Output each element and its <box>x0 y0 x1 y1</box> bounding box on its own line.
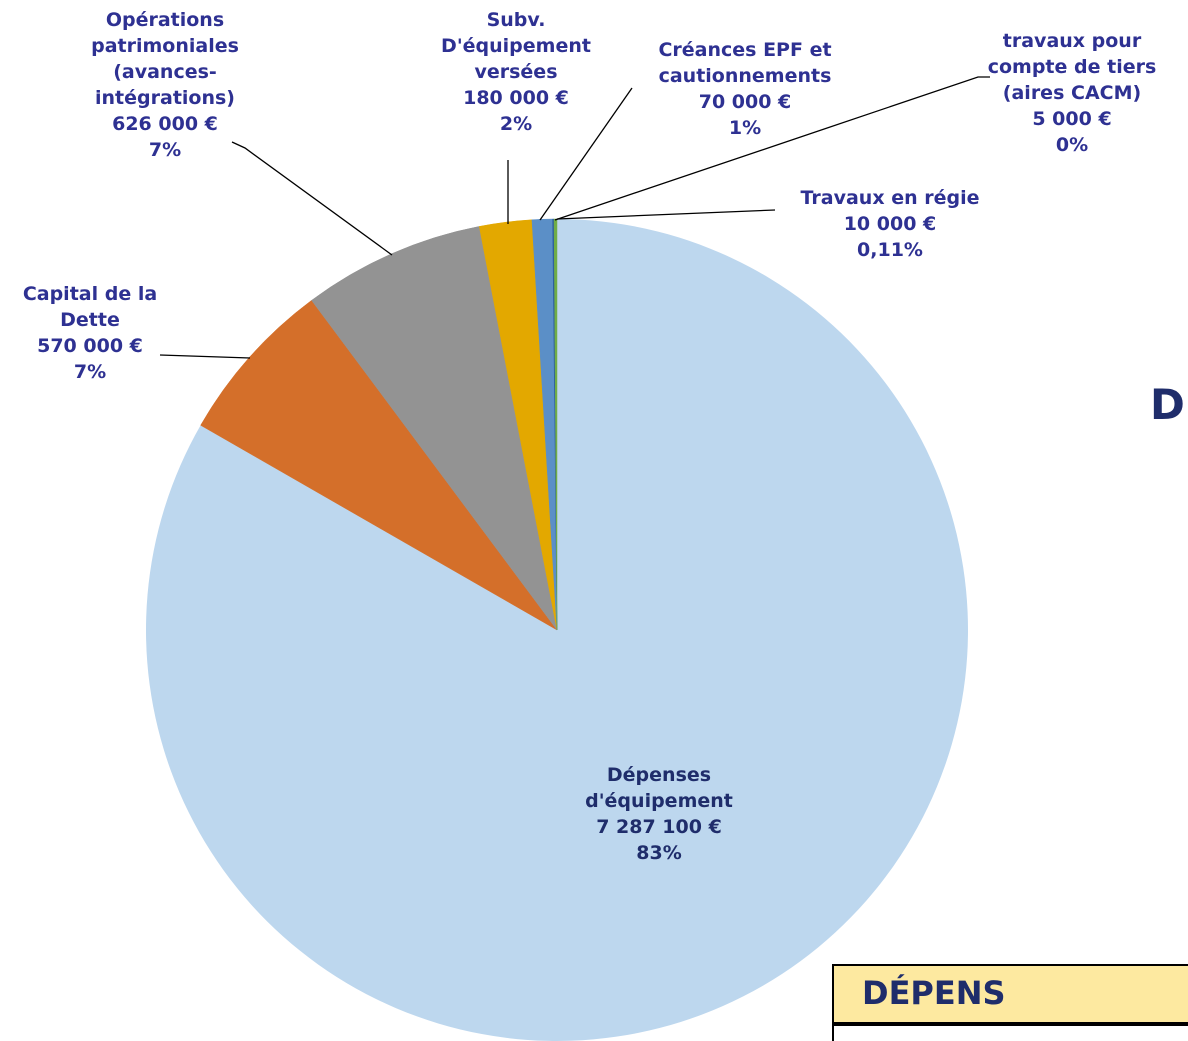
slice-value: 7 287 100 € <box>596 816 722 838</box>
data-label: Dépenses d'équipement 7 287 100 € 83% <box>585 762 733 866</box>
slice-name: Opérations patrimoniales (avances- intég… <box>91 9 239 109</box>
side-heading: D <box>1150 380 1185 429</box>
data-label: Opérations patrimoniales (avances- intég… <box>91 7 239 163</box>
data-label: Subv. D'équipement versées 180 000 € 2% <box>441 7 591 137</box>
data-label: travaux pour compte de tiers (aires CACM… <box>988 28 1157 158</box>
leader-line <box>159 354 251 359</box>
slice-name: travaux pour compte de tiers (aires CACM… <box>987 30 1157 104</box>
table-header-text: DÉPENS <box>862 974 1006 1012</box>
slice-percent: 0% <box>1055 134 1089 156</box>
pie-slice <box>200 299 558 631</box>
slice-name: Subv. D'équipement versées <box>441 9 591 83</box>
slice-value: 70 000 € <box>698 91 792 113</box>
slice-percent: 0,11% <box>857 239 923 261</box>
slice-name: Créances EPF et cautionnements <box>658 39 832 87</box>
slice-percent: 2% <box>499 113 533 135</box>
slice-percent: 1% <box>728 117 762 139</box>
slice-percent: 7% <box>73 361 107 383</box>
slice-name: Capital de la Dette <box>22 283 158 331</box>
slice-value: 570 000 € <box>37 335 143 357</box>
table-row <box>832 1024 1188 1041</box>
leader-line <box>556 209 776 220</box>
leader-line <box>554 76 990 221</box>
table-header: DÉPENS <box>832 964 1188 1024</box>
data-label: Travaux en régie 10 000 € 0,11% <box>801 185 980 263</box>
data-label: Créances EPF et cautionnements 70 000 € 1% <box>658 37 831 141</box>
leader-line <box>539 87 633 221</box>
leader-line <box>231 141 393 256</box>
slice-percent: 83% <box>636 842 682 864</box>
slice-value: 10 000 € <box>843 213 937 235</box>
slice-name: Dépenses d'équipement <box>585 764 733 812</box>
slice-value: 626 000 € <box>112 113 218 135</box>
slice-value: 5 000 € <box>1032 108 1112 130</box>
data-label: Capital de la Dette 570 000 € 7% <box>23 281 157 385</box>
slice-percent: 7% <box>148 139 182 161</box>
slice-name: Travaux en régie <box>800 187 980 209</box>
slice-value: 180 000 € <box>463 87 569 109</box>
